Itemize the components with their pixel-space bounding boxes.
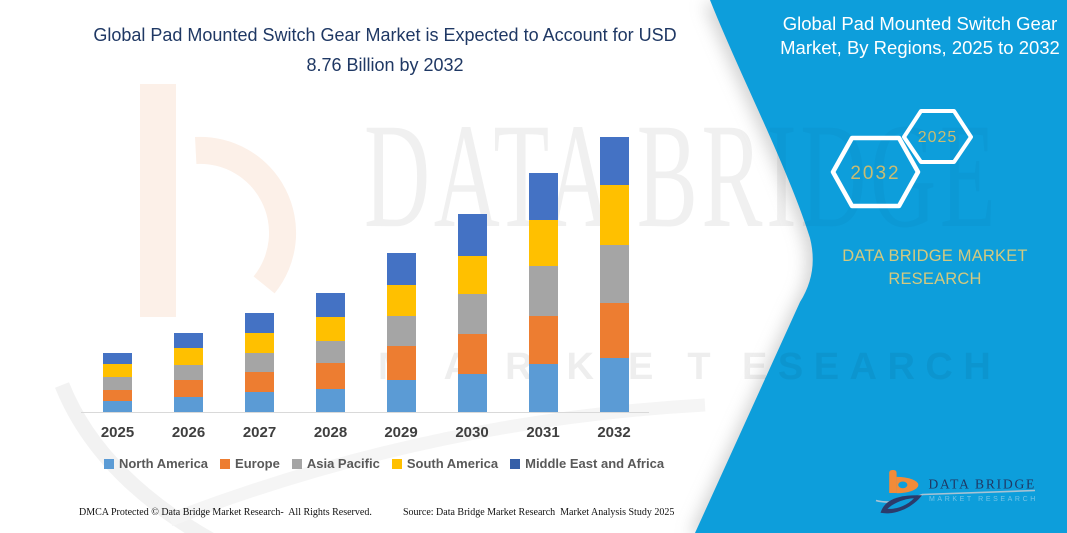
svg-text:2025: 2025 xyxy=(918,129,958,146)
svg-text:MARKET RESEARCH: MARKET RESEARCH xyxy=(929,496,1038,503)
svg-text:2032: 2032 xyxy=(850,163,900,184)
svg-text:DATA BRIDGE: DATA BRIDGE xyxy=(929,476,1037,491)
